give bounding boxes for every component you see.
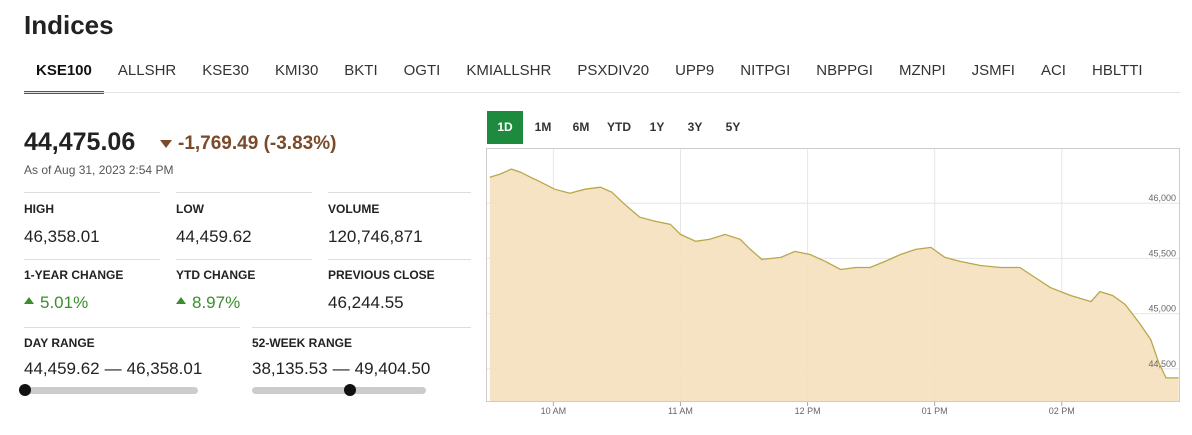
- y-tick-label: 45,500: [1148, 248, 1176, 258]
- stat-value: 46,358.01: [24, 227, 100, 246]
- x-tick-label: 12 PM: [795, 406, 821, 416]
- tab-bar: KSE100 ALLSHR KSE30 KMI30 BKTI OGTI KMIALLSHR P…: [24, 62, 1155, 94]
- stat-value: 120,746,871: [328, 227, 423, 246]
- tab[interactable]: JSMFI: [971, 62, 1015, 79]
- stat-value: 44,459.62: [176, 227, 252, 246]
- x-tick-label: 01 PM: [922, 406, 948, 416]
- tab[interactable]: KSE100: [24, 62, 104, 94]
- page-title: Indices: [24, 10, 114, 40]
- stat-value: 5.01%: [40, 293, 89, 312]
- range-separator: —: [332, 359, 350, 378]
- tab[interactable]: NITPGI: [740, 62, 791, 79]
- tab[interactable]: BKTI: [344, 62, 378, 79]
- y-tick-label: 44,500: [1148, 359, 1176, 369]
- y-tick-label: 45,000: [1148, 304, 1176, 314]
- stat-label: PREVIOUS CLOSE: [328, 268, 435, 282]
- range-high: 49,404.50: [354, 359, 431, 378]
- y-tick-label: 46,000: [1148, 193, 1176, 203]
- down-arrow: [160, 140, 172, 148]
- tab[interactable]: OGTI: [403, 62, 441, 79]
- range-high: 46,358.01: [126, 359, 203, 378]
- tab[interactable]: UPP9: [675, 62, 715, 79]
- range-marker: [343, 384, 356, 396]
- range-low: 38,135.53: [252, 359, 328, 378]
- tab[interactable]: PSXDIV20: [577, 62, 650, 79]
- separator: [24, 327, 240, 328]
- area-fill: [489, 169, 1179, 402]
- tab[interactable]: ACI: [1040, 62, 1066, 79]
- separator: [328, 192, 471, 193]
- x-tick-label: 02 PM: [1049, 406, 1075, 416]
- tab[interactable]: KMIALLSHR: [466, 62, 552, 79]
- range-marker: [19, 384, 32, 396]
- stat-label: 1-YEAR CHANGE: [24, 268, 124, 282]
- period-button[interactable]: YTD: [607, 120, 631, 134]
- stat-label: YTD CHANGE: [176, 268, 256, 282]
- tab[interactable]: NBPPGI: [816, 62, 873, 79]
- period-button[interactable]: 5Y: [725, 120, 741, 134]
- range-label: DAY RANGE: [24, 336, 95, 350]
- range-separator: —: [104, 359, 122, 378]
- price: 44,475.06: [24, 128, 136, 156]
- separator: [252, 327, 471, 328]
- stat-label: LOW: [176, 202, 204, 216]
- period-button[interactable]: 6M: [572, 120, 590, 134]
- plot-border: [486, 148, 1180, 402]
- period-button[interactable]: 1Y: [649, 120, 665, 134]
- tab[interactable]: ALLSHR: [117, 62, 177, 79]
- range-low: 44,459.62: [24, 359, 100, 378]
- tab-divider: [24, 92, 1180, 93]
- range-values: 38,135.53—49,404.50: [252, 359, 430, 379]
- period-button[interactable]: 1D: [487, 111, 523, 144]
- as-of: As of Aug 31, 2023 2:54 PM: [24, 163, 174, 177]
- separator: [328, 259, 471, 260]
- range-values: 44,459.62—46,358.01: [24, 359, 202, 379]
- up-arrow: [176, 297, 186, 304]
- tab[interactable]: HBLTTI: [1091, 62, 1143, 79]
- stat-label: VOLUME: [328, 202, 380, 216]
- stat-label: HIGH: [24, 202, 54, 216]
- up-arrow: [24, 297, 34, 304]
- stat-value: 8.97%: [192, 293, 241, 312]
- price-change: -1,769.49 (-3.83%): [178, 133, 337, 154]
- price-line: [489, 168, 1179, 379]
- x-tick-label: 11 AM: [668, 406, 693, 416]
- x-tick-label: 10 AM: [541, 406, 567, 416]
- tab[interactable]: MZNPI: [898, 62, 946, 79]
- separator: [176, 192, 312, 193]
- separator: [24, 259, 160, 260]
- separator: [24, 192, 160, 193]
- range-label: 52-WEEK RANGE: [252, 336, 353, 350]
- period-button[interactable]: 3Y: [687, 120, 703, 134]
- separator: [176, 259, 312, 260]
- tab[interactable]: KSE30: [202, 62, 249, 79]
- stat-value: 46,244.55: [328, 293, 404, 312]
- tab[interactable]: KMI30: [274, 62, 319, 79]
- chart: 10 AM 11 AM 12 PM 01 PM 02 PM 44,500 45,000 45,…: [486, 148, 1180, 416]
- range-track: [252, 387, 426, 394]
- range-track: [24, 387, 198, 394]
- period-button[interactable]: 1M: [534, 120, 552, 134]
